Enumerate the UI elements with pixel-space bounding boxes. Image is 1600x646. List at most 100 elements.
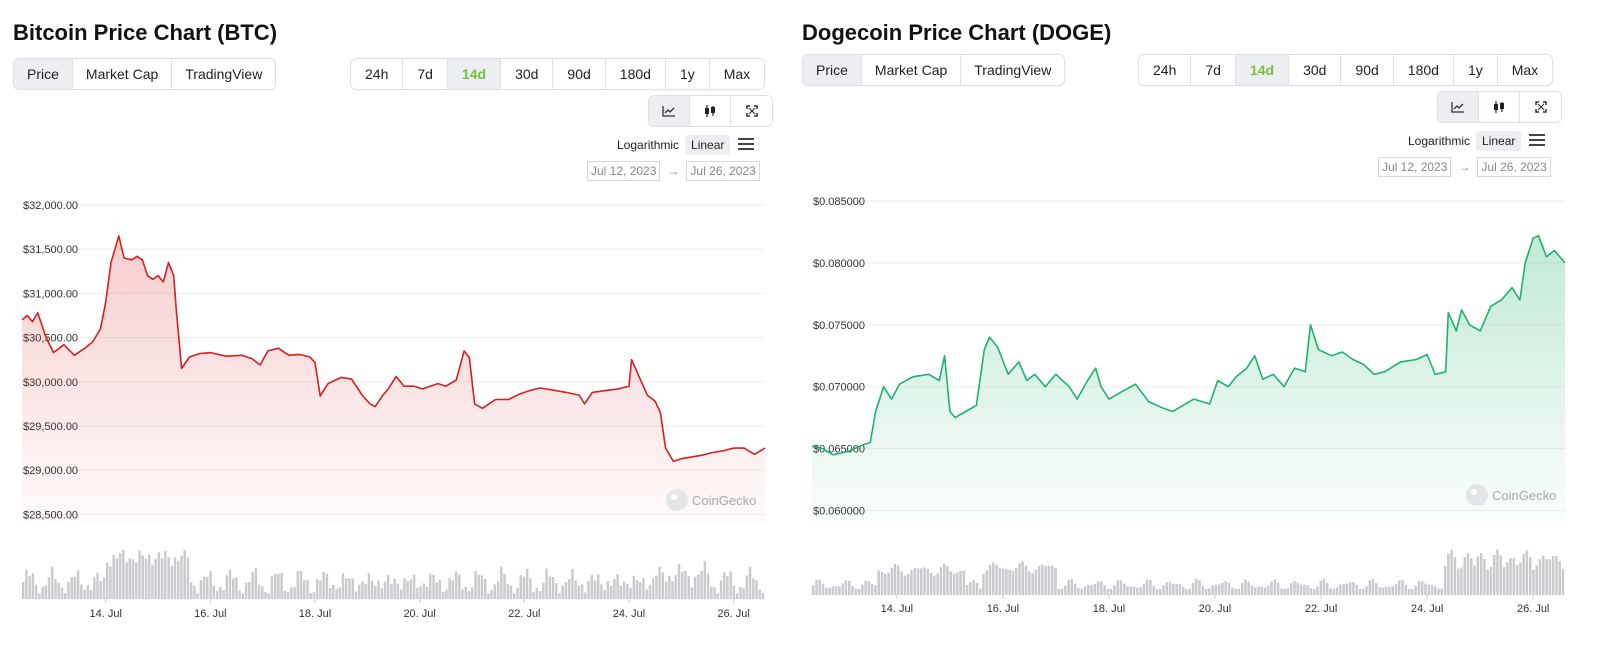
volume-bar: [651, 578, 655, 599]
volume-bar: [870, 584, 874, 595]
volume-bar: [671, 581, 674, 599]
range-180d[interactable]: 180d: [605, 59, 666, 89]
date-to-input[interactable]: Jul 26, 2023: [1477, 157, 1551, 177]
price-area: [22, 235, 765, 523]
range-24h[interactable]: 24h: [351, 59, 404, 89]
volume-bar: [828, 587, 831, 595]
range-30d[interactable]: 30d: [501, 59, 554, 89]
volume-bar: [761, 593, 765, 599]
volume-bar: [818, 579, 821, 595]
volume-bar: [535, 587, 539, 599]
volume-bar: [1522, 554, 1525, 595]
volume-bar: [186, 557, 190, 599]
volume-bar: [341, 573, 345, 599]
tab-price[interactable]: Price: [803, 55, 862, 85]
range-180d[interactable]: 180d: [1393, 55, 1454, 85]
hamburger-menu-icon[interactable]: [738, 137, 755, 153]
volume-bar: [1250, 585, 1254, 595]
candlestick-icon[interactable]: [1479, 92, 1520, 122]
line-chart-icon[interactable]: [1438, 92, 1479, 122]
volume-bar: [851, 586, 854, 595]
volume-bar: [1509, 557, 1512, 595]
volume-bar: [1116, 580, 1119, 595]
line-chart-icon[interactable]: [649, 96, 690, 126]
volume-bar: [1470, 558, 1473, 595]
volume-bar: [480, 575, 484, 599]
volume-bar: [1479, 553, 1483, 595]
volume-bar: [173, 557, 177, 599]
volume-bar: [1152, 585, 1155, 595]
volume-bar: [387, 575, 390, 599]
volume-bar: [1162, 585, 1165, 595]
scale-logarithmic[interactable]: Logarithmic: [617, 138, 680, 152]
volume-bar: [1149, 580, 1152, 595]
volume-bar: [622, 581, 626, 599]
date-from-input[interactable]: Jul 12, 2023: [587, 161, 661, 181]
volume-bar: [286, 592, 290, 599]
range-24h[interactable]: 24h: [1139, 55, 1192, 85]
hamburger-menu-icon[interactable]: [1529, 133, 1546, 149]
volume-bar: [713, 587, 716, 599]
scale-linear[interactable]: Linear: [1476, 131, 1522, 151]
tab-price[interactable]: Price: [14, 59, 73, 89]
volume-bar: [138, 550, 141, 599]
volume-bar: [1145, 579, 1149, 595]
tab-tradingview[interactable]: TradingView: [961, 55, 1065, 85]
volume-bar: [1542, 555, 1545, 595]
tab-market-cap[interactable]: Market Cap: [861, 55, 962, 85]
range-14d[interactable]: 14d: [1235, 55, 1290, 85]
volume-bar: [409, 579, 413, 599]
volume-bar: [758, 589, 761, 599]
volume-bar: [825, 587, 828, 595]
volume-bar: [1529, 557, 1532, 595]
volume-bar: [555, 583, 558, 599]
volume-bar: [815, 579, 818, 595]
tab-tradingview[interactable]: TradingView: [172, 59, 276, 89]
volume-bar: [464, 586, 468, 599]
range-7d[interactable]: 7d: [1191, 55, 1236, 85]
volume-bar: [215, 590, 219, 599]
range-1y[interactable]: 1y: [1453, 55, 1498, 85]
range-90d[interactable]: 90d: [553, 59, 606, 89]
date-from-input[interactable]: Jul 12, 2023: [1378, 157, 1452, 177]
range-1y[interactable]: 1y: [665, 59, 710, 89]
volume-bar: [975, 582, 979, 595]
volume-bar: [151, 564, 154, 599]
date-to-input[interactable]: Jul 26, 2023: [686, 161, 760, 181]
volume-bar: [1257, 586, 1260, 595]
volume-bar: [1293, 581, 1296, 595]
range-max[interactable]: Max: [1497, 55, 1553, 85]
volume-bar: [735, 593, 739, 599]
range-7d[interactable]: 7d: [403, 59, 448, 89]
volume-bar: [645, 589, 648, 599]
volume-bar: [1427, 585, 1430, 595]
volume-bar: [545, 568, 548, 599]
volume-bar: [118, 553, 122, 599]
volume-bar: [962, 570, 966, 595]
volume-bar: [303, 580, 306, 599]
volume-bar: [471, 587, 474, 599]
expand-icon[interactable]: [1520, 92, 1561, 122]
volume-bar: [393, 579, 396, 599]
range-max[interactable]: Max: [709, 59, 765, 89]
range-14d[interactable]: 14d: [447, 59, 502, 89]
volume-bar: [1535, 565, 1538, 595]
volume-bar: [1329, 588, 1332, 595]
scale-linear[interactable]: Linear: [685, 135, 731, 155]
x-tick-label: 18. Jul: [299, 608, 331, 620]
volume-bar: [89, 589, 93, 599]
volume-bar: [1378, 587, 1381, 595]
candlestick-icon[interactable]: [690, 96, 731, 126]
volume-bar: [982, 574, 985, 595]
range-30d[interactable]: 30d: [1289, 55, 1342, 85]
volume-bar: [719, 580, 723, 599]
tab-market-cap[interactable]: Market Cap: [72, 59, 173, 89]
volume-bar: [167, 557, 170, 599]
volume-bar: [316, 579, 319, 599]
expand-icon[interactable]: [731, 96, 772, 126]
volume-bar: [332, 584, 335, 599]
scale-logarithmic[interactable]: Logarithmic: [1408, 134, 1471, 148]
volume-bar: [367, 573, 371, 599]
range-90d[interactable]: 90d: [1341, 55, 1394, 85]
volume-bar: [425, 587, 429, 599]
